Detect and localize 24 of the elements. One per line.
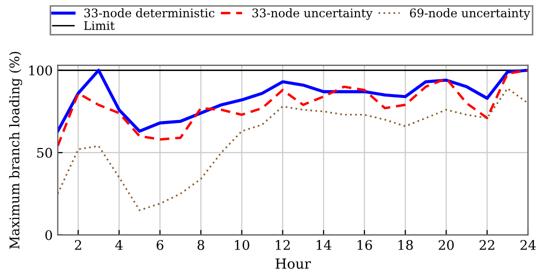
x-tick-label: 20 <box>438 240 454 250</box>
x-tick-label: 22 <box>480 240 494 250</box>
y-tick-label: 50 <box>37 148 52 158</box>
legend-label: 69-node uncertainty <box>410 8 530 20</box>
line-series <box>58 69 528 148</box>
y-tick-label: 0 <box>45 230 52 240</box>
legend-label: 33-node deterministic <box>84 8 214 18</box>
line-series <box>58 68 528 133</box>
y-tick-label: 100 <box>29 65 52 76</box>
x-tick-label: 4 <box>115 240 123 250</box>
x-tick-label: 2 <box>74 240 82 250</box>
x-tick-label: 14 <box>316 240 332 250</box>
x-tick-label: 12 <box>276 240 290 250</box>
x-tick-label: 24 <box>520 240 536 250</box>
x-tick-label: 16 <box>358 240 372 250</box>
legend-label: Limit <box>84 21 115 30</box>
x-tick-label: 10 <box>234 240 250 250</box>
x-tick-label: 6 <box>156 240 164 250</box>
legend-label: 33-node uncertainty <box>252 8 373 20</box>
x-axis-title: Hour <box>276 258 311 269</box>
x-tick-label: 18 <box>398 240 413 250</box>
y-axis-title: Maximum branch loading (%) <box>9 52 22 249</box>
line-series <box>58 88 528 212</box>
x-tick-label: 8 <box>198 240 204 250</box>
